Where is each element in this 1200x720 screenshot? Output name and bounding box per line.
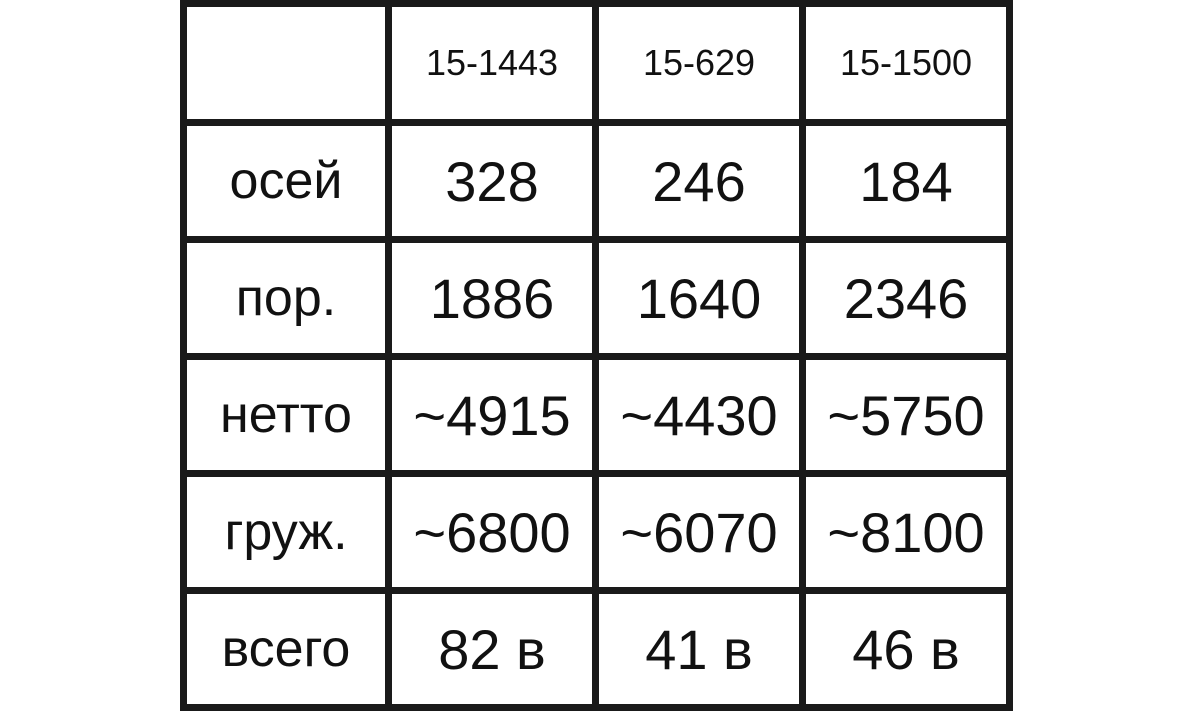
row-label: нетто — [180, 353, 392, 477]
table-row: всего 82 в 41 в 46 в — [180, 587, 1013, 711]
row-label: пор. — [180, 236, 392, 360]
table-cell: 82 в — [385, 587, 599, 711]
table-cell: 328 — [385, 119, 599, 243]
data-table: 15-1443 15-629 15-1500 осей 328 246 184 … — [180, 0, 1013, 711]
table-cell: 1886 — [385, 236, 599, 360]
row-label: всего — [180, 587, 392, 711]
row-label: груж. — [180, 470, 392, 594]
column-header: 15-629 — [592, 0, 806, 126]
table-cell: 46 в — [799, 587, 1013, 711]
table-cell: 246 — [592, 119, 806, 243]
table-row: осей 328 246 184 — [180, 119, 1013, 243]
table-row: пор. 1886 1640 2346 — [180, 236, 1013, 360]
table-cell: ~6800 — [385, 470, 599, 594]
column-header: 15-1500 — [799, 0, 1013, 126]
table-row: нетто ~4915 ~4430 ~5750 — [180, 353, 1013, 477]
table-row: груж. ~6800 ~6070 ~8100 — [180, 470, 1013, 594]
table-cell: ~8100 — [799, 470, 1013, 594]
table-cell: ~5750 — [799, 353, 1013, 477]
table-cell: 1640 — [592, 236, 806, 360]
header-row: 15-1443 15-629 15-1500 — [180, 0, 1013, 126]
table-cell: 41 в — [592, 587, 806, 711]
table-cell: 2346 — [799, 236, 1013, 360]
row-label: осей — [180, 119, 392, 243]
table-cell: ~6070 — [592, 470, 806, 594]
corner-cell — [180, 0, 392, 126]
table-cell: ~4915 — [385, 353, 599, 477]
table-cell: 184 — [799, 119, 1013, 243]
table-cell: ~4430 — [592, 353, 806, 477]
column-header: 15-1443 — [385, 0, 599, 126]
